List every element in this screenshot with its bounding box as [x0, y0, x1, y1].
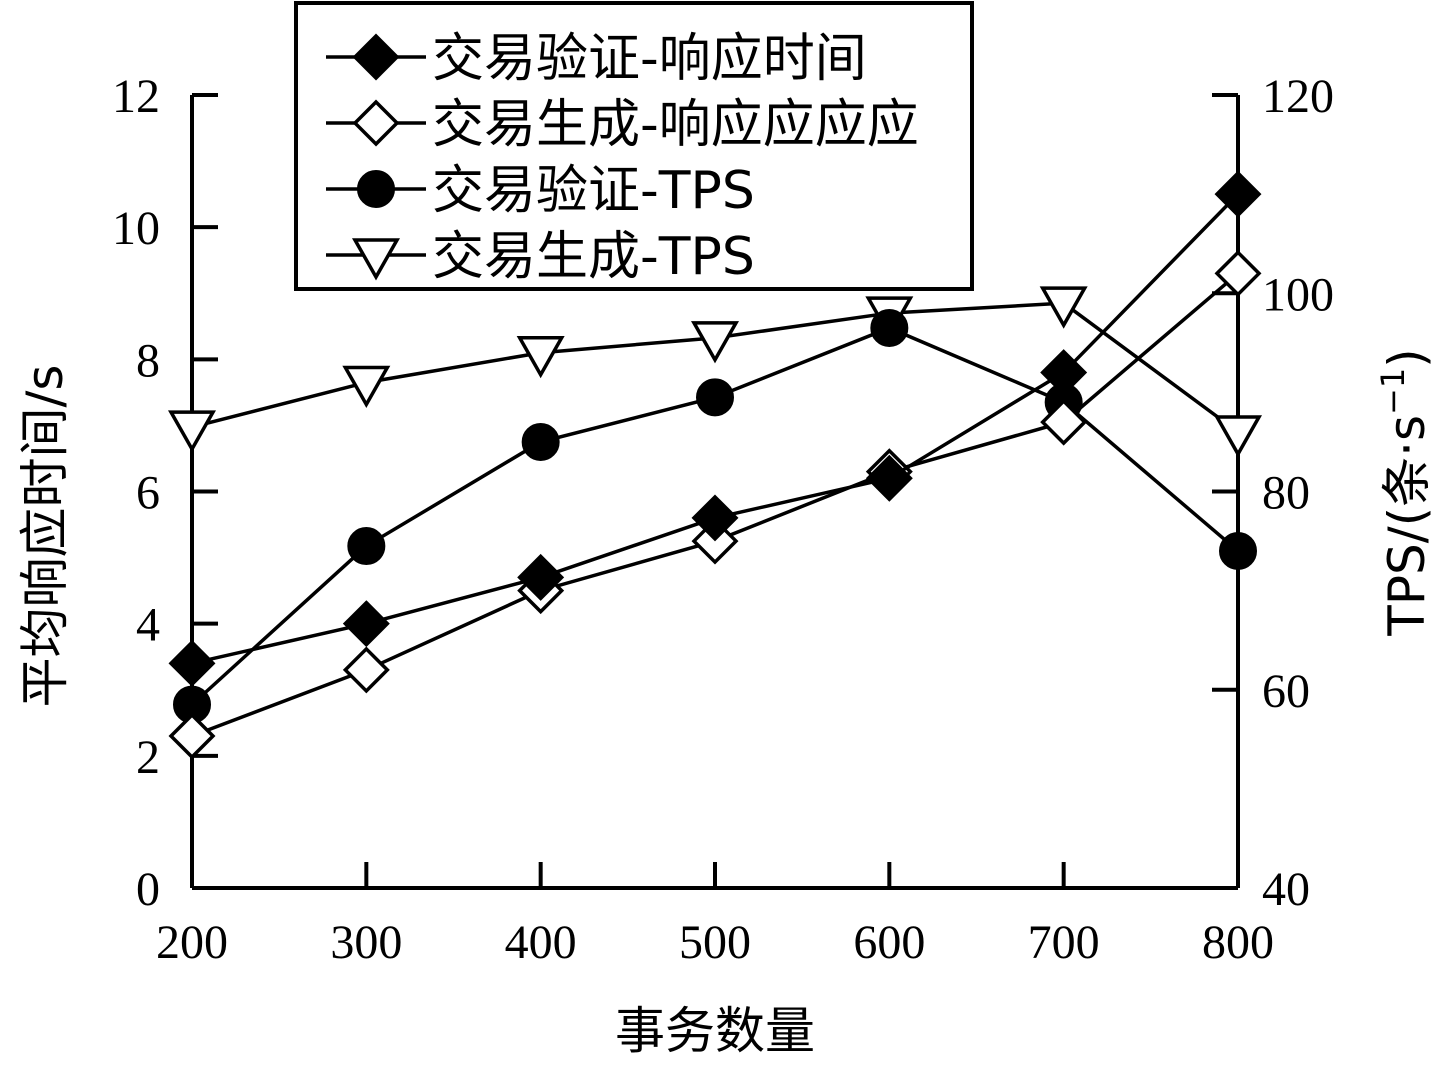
series-2-point [168, 712, 216, 760]
legend-swatch-marker [357, 170, 395, 208]
series-3-point [521, 422, 560, 461]
legend-item-4: 交易生成-TPS [326, 227, 755, 287]
series-1-point [168, 639, 216, 687]
right-y-axis-title-main: TPS/(条·s [1378, 415, 1436, 637]
legend-label: 交易生成-响应应应应 [432, 95, 919, 155]
right-y-tick-label: 80 [1262, 467, 1310, 520]
left-y-tick-label: 2 [136, 731, 160, 784]
ticks: 200 300 400 500 600 700 800 0 2 4 6 8 10 12 40 60 80 100 1… [112, 70, 1334, 969]
legend-label: 交易验证-TPS [432, 161, 755, 221]
legend-item-2: 交易生成-响应应应应 [326, 95, 919, 155]
series-1-point [342, 600, 390, 648]
series-2-point [342, 646, 390, 694]
legend-item-1: 交易验证-响应时间 [326, 29, 867, 89]
x-tick-label: 400 [505, 916, 577, 969]
right-y-tick-label: 120 [1262, 70, 1334, 123]
left-y-axis-title: 平均响应时间/s [16, 365, 74, 708]
left-y-tick-label: 10 [112, 202, 160, 255]
series-2-point [1214, 249, 1262, 297]
x-tick-label: 700 [1028, 916, 1100, 969]
legend-box [294, 1, 974, 291]
series-1 [168, 170, 1262, 687]
series-1-point [691, 494, 739, 542]
series-1-point [1040, 349, 1088, 397]
series-2-point [1040, 398, 1088, 446]
legend-label: 交易验证-响应时间 [432, 29, 867, 89]
legend-item-3: 交易验证-TPS [326, 161, 755, 221]
series-4-point [1039, 286, 1088, 329]
x-tick-label: 500 [679, 916, 751, 969]
series-3-point [347, 527, 386, 566]
x-tick-label: 200 [156, 916, 228, 969]
left-y-tick-label: 0 [136, 863, 160, 916]
x-tick-label: 600 [853, 916, 925, 969]
series-3-point [870, 308, 909, 347]
right-y-axis-title: TPS/(条·s−1) [1374, 348, 1436, 636]
left-y-tick-label: 6 [136, 467, 160, 520]
series-4-point [342, 365, 391, 409]
left-y-tick-label: 4 [136, 599, 160, 652]
left-y-tick-label: 12 [112, 70, 160, 123]
left-y-tick-label: 8 [136, 334, 160, 387]
series-3-point [696, 378, 734, 417]
right-y-axis-title-superscript: −1 [1374, 368, 1412, 415]
series-4-point [167, 410, 217, 453]
legend-swatch-marker [352, 33, 400, 81]
right-y-tick-label: 40 [1262, 863, 1310, 916]
right-y-tick-label: 100 [1262, 268, 1334, 321]
legend-label: 交易生成-TPS [432, 227, 755, 287]
right-y-tick-label: 60 [1262, 665, 1310, 718]
series-1-point [1214, 170, 1262, 218]
series-4-point [690, 321, 740, 364]
legend-swatch-marker [351, 238, 401, 281]
series-layer [167, 170, 1263, 760]
x-tick-label: 800 [1202, 916, 1274, 969]
series-1-point [865, 454, 913, 502]
right-y-axis-title-close: ) [1378, 348, 1436, 368]
legend-swatch-marker [352, 99, 400, 147]
series-3-point [1219, 531, 1257, 570]
series-4-point [1213, 415, 1263, 458]
x-tick-label: 300 [330, 916, 402, 969]
series-4-point [516, 335, 565, 379]
x-axis-title: 事务数量 [615, 1002, 815, 1060]
series-1-point [517, 553, 565, 601]
